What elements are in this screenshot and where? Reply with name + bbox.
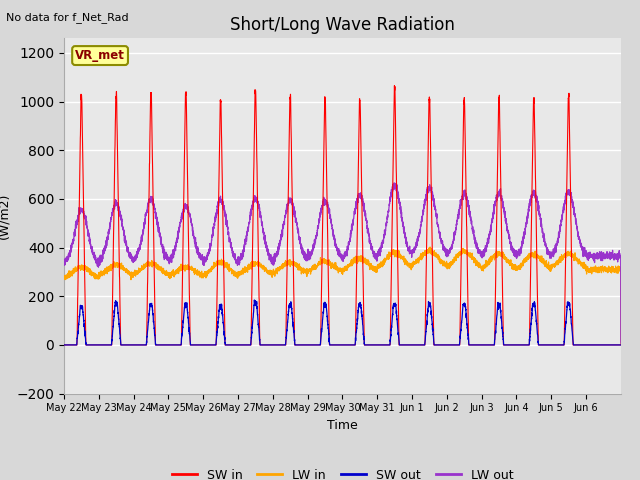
X-axis label: Time: Time [327, 419, 358, 432]
Y-axis label: (W/m2): (W/m2) [0, 193, 11, 239]
Legend: SW in, LW in, SW out, LW out: SW in, LW in, SW out, LW out [166, 464, 518, 480]
Title: Short/Long Wave Radiation: Short/Long Wave Radiation [230, 16, 455, 34]
Text: VR_met: VR_met [75, 49, 125, 62]
Text: No data for f_Net_Rad: No data for f_Net_Rad [6, 12, 129, 23]
